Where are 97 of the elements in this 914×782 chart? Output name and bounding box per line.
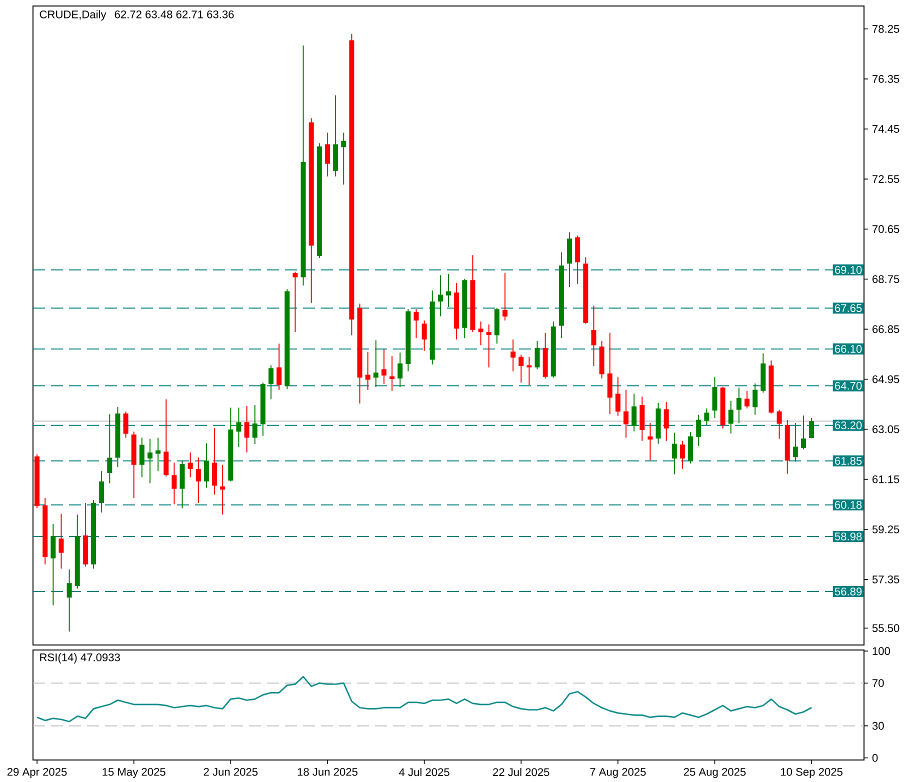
- candlestick: [236, 407, 242, 448]
- y-tick-label: 76.35: [872, 75, 900, 83]
- x-tick-label: 29 Apr 2025: [7, 768, 67, 778]
- ref-line-label: 66.10: [835, 345, 862, 353]
- candlestick: [107, 414, 112, 484]
- candlestick: [446, 273, 452, 308]
- y-tick-label: 78.25: [872, 25, 900, 33]
- candlestick: [244, 405, 250, 453]
- ref-line-label: 61.85: [835, 456, 862, 465]
- candlestick: [147, 438, 152, 484]
- x-tick-label: 25 Aug 2025: [684, 768, 746, 778]
- y-tick-label: 55.50: [872, 624, 900, 632]
- chart-title: RSI(14) 47.0933: [40, 653, 120, 664]
- x-tick-label: 7 Aug 2025: [590, 768, 646, 778]
- ref-line-label: 58.98: [834, 532, 862, 540]
- candlestick: [50, 523, 56, 606]
- y-tick-label: 30: [872, 722, 884, 730]
- y-tick-label: 74.45: [872, 125, 900, 133]
- candlestick: [123, 411, 128, 438]
- candlestick: [156, 437, 161, 472]
- candlestick: [373, 340, 378, 388]
- y-tick-label: 0: [872, 754, 878, 762]
- x-tick-label: 2 Jun 2025: [204, 768, 258, 776]
- x-tick-label: 18 Jun 2025: [298, 768, 358, 776]
- candlestick: [66, 568, 72, 632]
- candlestick: [212, 428, 218, 496]
- candlestick: [276, 343, 282, 391]
- candlestick: [422, 320, 427, 352]
- candlestick: [268, 364, 274, 400]
- candlestick: [341, 132, 346, 186]
- candlestick: [664, 402, 669, 442]
- candlestick: [204, 442, 209, 488]
- candlestick: [704, 408, 710, 426]
- candlestick: [526, 356, 532, 386]
- candlestick: [510, 338, 516, 372]
- candlestick: [712, 376, 718, 418]
- candlestick: [58, 513, 64, 570]
- candlestick: [390, 356, 395, 392]
- candlestick: [792, 422, 798, 462]
- candlestick: [139, 437, 144, 478]
- candlestick: [632, 393, 637, 432]
- candlestick: [648, 422, 653, 461]
- candlestick: [164, 398, 169, 477]
- candlestick: [809, 417, 814, 439]
- ref-line-label: 67.65: [835, 304, 862, 312]
- candlestick: [591, 305, 596, 367]
- y-tick-label: 57.35: [872, 576, 900, 584]
- candlestick: [324, 132, 330, 177]
- candlestick: [172, 462, 177, 505]
- ref-line-label: 69.10: [835, 266, 862, 274]
- y-tick-label: 64.95: [872, 375, 900, 384]
- candlestick: [414, 308, 419, 339]
- candlestick: [744, 390, 750, 409]
- candlestick: [398, 352, 403, 388]
- candlestick: [624, 389, 629, 438]
- y-tick-label: 70: [872, 679, 884, 688]
- ref-line-label: 63.20: [835, 421, 862, 430]
- candlestick: [736, 387, 742, 424]
- candlestick: [252, 404, 258, 445]
- candlestick: [534, 340, 540, 370]
- x-tick-label: 10 Sep 2025: [781, 768, 842, 778]
- y-tick-label: 70.65: [872, 225, 900, 234]
- candlestick: [220, 464, 226, 516]
- candlestick: [99, 470, 104, 514]
- x-tick-label: 22 Jul 2025: [493, 768, 550, 776]
- chart-title: CRUDE,Daily: [40, 10, 106, 21]
- candlestick: [752, 382, 758, 416]
- candlestick: [502, 272, 508, 321]
- candlestick: [800, 415, 806, 450]
- candlestick: [776, 409, 782, 440]
- y-tick-label: 100: [872, 647, 890, 655]
- candlestick: [188, 452, 193, 478]
- y-tick-label: 72.55: [872, 175, 900, 183]
- x-tick-label: 4 Jul 2025: [399, 768, 450, 776]
- y-tick-label: 63.05: [872, 425, 900, 434]
- y-tick-label: 59.25: [872, 525, 900, 534]
- candlestick: [728, 400, 734, 434]
- candlestick: [672, 432, 677, 475]
- candlestick: [518, 354, 524, 384]
- ref-line-label: 64.70: [835, 382, 862, 390]
- y-tick-label: 68.75: [872, 275, 900, 284]
- chart-subtitle: 62.72 63.48 62.71 63.36: [114, 10, 234, 18]
- candlestick: [196, 456, 201, 504]
- ref-line-label: 56.89: [834, 588, 862, 596]
- candlestick: [615, 376, 620, 416]
- candlestick: [292, 271, 298, 333]
- y-tick-label: 61.15: [872, 475, 900, 484]
- candlestick: [381, 348, 386, 384]
- candlestick: [680, 440, 685, 470]
- candlestick: [365, 351, 370, 391]
- candlestick: [486, 324, 492, 368]
- candlestick: [696, 414, 702, 446]
- y-tick-label: 66.85: [872, 325, 900, 334]
- candlestick: [438, 274, 443, 317]
- candlestick: [478, 321, 484, 346]
- x-tick-label: 15 May 2025: [102, 768, 166, 778]
- ref-line-label: 60.18: [835, 500, 862, 509]
